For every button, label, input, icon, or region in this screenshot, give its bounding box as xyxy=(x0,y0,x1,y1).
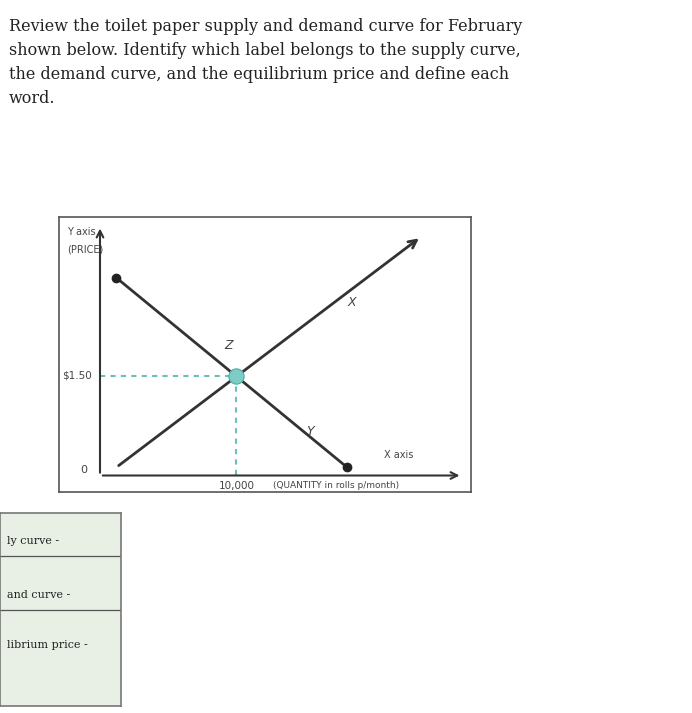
Text: 10,000: 10,000 xyxy=(219,481,255,491)
Text: X axis: X axis xyxy=(384,451,413,461)
Text: Z: Z xyxy=(224,339,233,352)
Text: $1.50: $1.50 xyxy=(62,370,92,380)
Text: 0: 0 xyxy=(81,465,88,475)
Text: and curve -: and curve - xyxy=(7,590,71,600)
Text: (QUANTITY in rolls p/month): (QUANTITY in rolls p/month) xyxy=(273,481,399,490)
Text: X: X xyxy=(347,296,356,309)
Text: Y: Y xyxy=(306,425,313,438)
Text: Review the toilet paper supply and demand curve for February
shown below. Identi: Review the toilet paper supply and deman… xyxy=(9,18,522,107)
Text: Y axis: Y axis xyxy=(67,227,95,237)
Text: (PRICE): (PRICE) xyxy=(67,245,103,255)
Text: ly curve -: ly curve - xyxy=(7,536,60,546)
Text: librium price -: librium price - xyxy=(7,640,88,650)
